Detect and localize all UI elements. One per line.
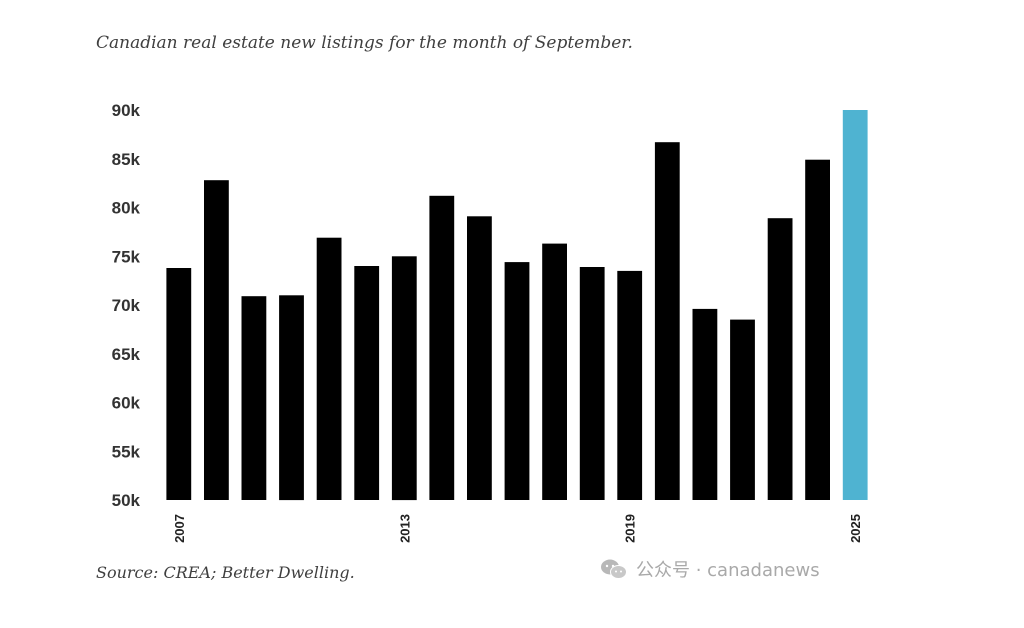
bar-2022 — [730, 319, 755, 500]
x-axis: 2007 2013 2019 2025 — [172, 514, 863, 543]
bar-2019 — [617, 270, 643, 500]
watermark: 公众号 · canadanews — [600, 556, 820, 582]
x-tick-label: 2019 — [623, 514, 638, 543]
chart-title: Canadian real estate new listings for th… — [96, 33, 633, 53]
bar-2008 — [204, 180, 229, 500]
bar-2009 — [241, 296, 267, 500]
bar-2016 — [504, 262, 530, 500]
bar-2025 — [842, 110, 868, 500]
watermark-text: 公众号 · canadanews — [636, 560, 820, 581]
wechat-icon — [601, 559, 627, 579]
bar-2011 — [316, 237, 342, 500]
y-tick-label: 65k — [112, 345, 141, 364]
bar-2017 — [542, 243, 567, 500]
bar-2021 — [692, 308, 718, 500]
y-tick-label: 90k — [112, 101, 141, 120]
bar-2023 — [767, 218, 793, 500]
bar-2014 — [429, 195, 455, 501]
bar-2024 — [805, 159, 830, 500]
y-tick-label: 50k — [112, 491, 141, 510]
y-tick-label: 75k — [112, 247, 141, 266]
bars — [166, 110, 868, 501]
bar-2018 — [579, 267, 605, 500]
y-tick-label: 60k — [112, 394, 141, 413]
bar-2020 — [654, 142, 680, 500]
y-tick-label: 80k — [112, 199, 141, 218]
y-tick-label: 70k — [112, 296, 141, 315]
y-tick-label: 85k — [112, 150, 141, 169]
y-tick-label: 55k — [112, 442, 141, 461]
y-axis: 50k 55k 60k 65k 70k 75k 80k 85k 90k — [112, 101, 141, 510]
bar-2012 — [354, 266, 380, 500]
chart-source: Source: CREA; Better Dwelling. — [96, 563, 355, 582]
bar-2010 — [279, 295, 304, 501]
bar-2015 — [467, 216, 492, 501]
x-tick-label: 2013 — [397, 514, 412, 543]
bar-2007 — [166, 268, 192, 500]
bar-2013 — [391, 256, 417, 501]
x-tick-label: 2007 — [172, 514, 187, 543]
x-tick-label: 2025 — [848, 514, 863, 543]
